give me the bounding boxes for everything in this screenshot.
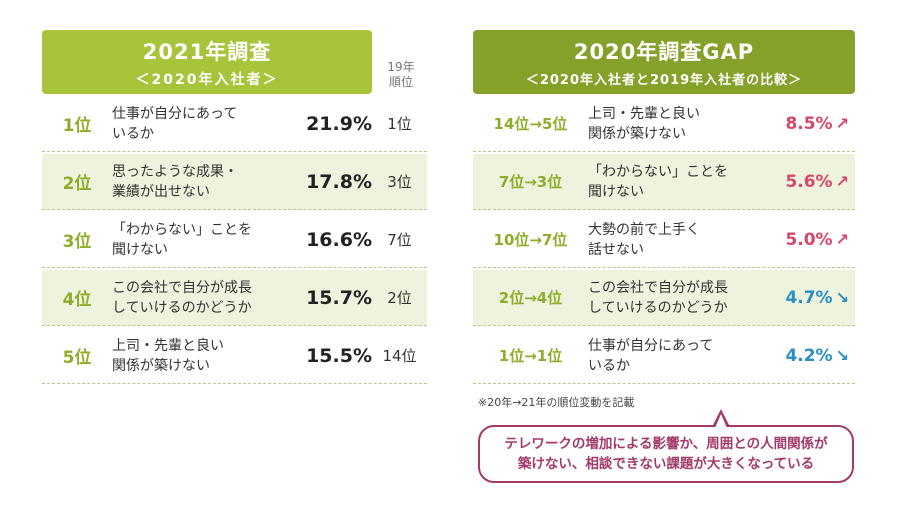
gap-value: 4.7% ↘	[785, 287, 849, 308]
table-row: 5位 上司・先輩と良い 関係が築けない 15.5% 14位	[42, 328, 427, 384]
item-label: この会社で自分が成長 していけるのかどうか	[112, 279, 252, 316]
item-label: 仕事が自分にあって いるか	[588, 337, 714, 374]
percentage: 15.7%	[306, 286, 372, 309]
arrow-down-right-icon: ↘	[835, 345, 849, 365]
left-subtitle: ＜2020年入社者＞	[135, 72, 279, 88]
item-label: 上司・先輩と良い 関係が築けない	[112, 337, 224, 374]
table-row: 7位→3位 「わからない」ことを 聞けない 5.6% ↗	[473, 154, 855, 210]
percentage: 21.9%	[306, 112, 372, 135]
item-label: この会社で自分が成長 していけるのかどうか	[588, 279, 728, 316]
right-subtitle: ＜2020年入社者と2019年入社者の比較＞	[525, 73, 803, 88]
item-label: 上司・先輩と良い 関係が築けない	[588, 105, 700, 142]
percentage: 17.8%	[306, 170, 372, 193]
right-title: 2020年調査GAP	[573, 40, 755, 64]
left-title: 2021年調査	[142, 40, 272, 64]
footnote: ※20年→21年の順位変動を記載	[478, 396, 635, 409]
left-ranking-list: 1位 仕事が自分にあって いるか 21.9% 1位 2位 思ったような成果・ 業績が…	[42, 96, 427, 386]
rank-change: 7位→3位	[498, 173, 563, 191]
item-label: 「わからない」ことを 聞けない	[588, 163, 728, 200]
arrow-up-right-icon: ↗	[835, 229, 849, 249]
right-gap-list: 14位→5位 上司・先輩と良い 関係が築けない 8.5% ↗ 7位→3位 「わからな…	[473, 96, 855, 386]
rank-change: 10位→7位	[493, 231, 568, 249]
rank: 5位	[62, 348, 92, 368]
item-label: 思ったような成果・ 業績が出せない	[112, 163, 238, 200]
rank-change: 14位→5位	[493, 115, 568, 133]
item-label: 大勢の前で上手く 話せない	[588, 221, 700, 258]
percentage: 15.5%	[306, 344, 372, 367]
item-label: 「わからない」ことを 聞けない	[112, 221, 252, 258]
gap-value: 8.5% ↗	[785, 113, 849, 134]
prev-rank: 2位	[387, 289, 412, 307]
rank-change: 1位→1位	[498, 347, 563, 365]
percentage: 16.6%	[306, 228, 372, 251]
table-row: 3位 「わからない」ことを 聞けない 16.6% 7位	[42, 212, 427, 268]
prev-rank: 7位	[387, 231, 412, 249]
table-row: 1位→1位 仕事が自分にあって いるか 4.2% ↘	[473, 328, 855, 384]
rank: 3位	[62, 232, 92, 252]
table-row: 2位→4位 この会社で自分が成長 していけるのかどうか 4.7% ↘	[473, 270, 855, 326]
left-table-header: 2021年調査 ＜2020年入社者＞	[42, 30, 372, 94]
gap-value: 4.2% ↘	[785, 345, 849, 366]
table-row: 1位 仕事が自分にあって いるか 21.9% 1位	[42, 96, 427, 152]
prev-rank: 1位	[387, 115, 412, 133]
callout-tail-inner	[715, 414, 727, 428]
table-row: 10位→7位 大勢の前で上手く 話せない 5.0% ↗	[473, 212, 855, 268]
prev-rank-column-header: 19年 順位	[387, 60, 415, 89]
arrow-up-right-icon: ↗	[835, 171, 849, 191]
arrow-down-right-icon: ↘	[835, 287, 849, 307]
rank: 1位	[62, 116, 92, 136]
arrow-up-right-icon: ↗	[835, 113, 849, 133]
rank-change: 2位→4位	[498, 289, 563, 307]
right-table-header: 2020年調査GAP ＜2020年入社者と2019年入社者の比較＞	[473, 30, 855, 94]
gap-value: 5.0% ↗	[785, 229, 849, 250]
gap-value: 5.6% ↗	[785, 171, 849, 192]
item-label: 仕事が自分にあって いるか	[112, 105, 238, 142]
prev-rank: 3位	[387, 173, 412, 191]
table-row: 14位→5位 上司・先輩と良い 関係が築けない 8.5% ↗	[473, 96, 855, 152]
rank: 2位	[62, 174, 92, 194]
table-row: 4位 この会社で自分が成長 していけるのかどうか 15.7% 2位	[42, 270, 427, 326]
table-row: 2位 思ったような成果・ 業績が出せない 17.8% 3位	[42, 154, 427, 210]
prev-rank: 14位	[382, 347, 417, 365]
rank: 4位	[62, 290, 92, 310]
callout-bubble: テレワークの増加による影響か、周囲との人間関係が 築けない、相談できない課題が大…	[478, 425, 854, 483]
